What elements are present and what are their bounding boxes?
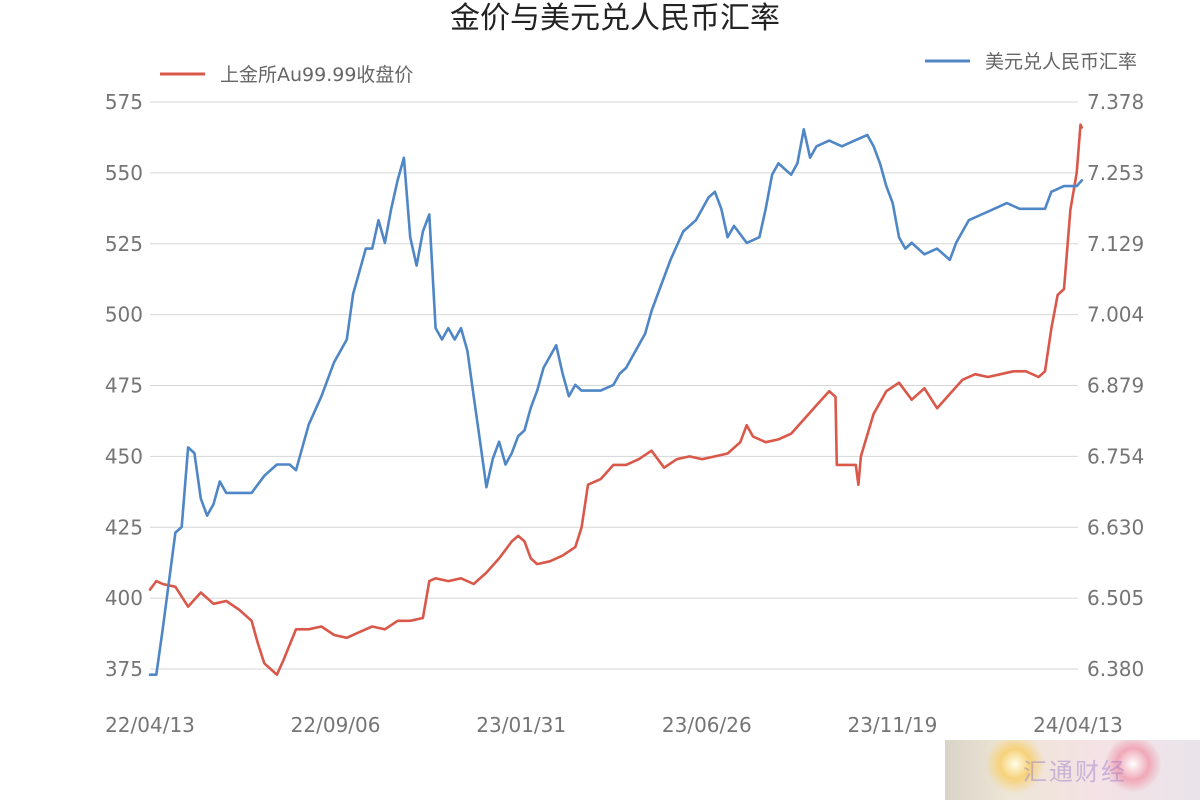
right-tick-label: 6.630: [1087, 515, 1144, 539]
x-axis: 22/04/13 22/09/06 23/01/31 23/06/26 23/11/19…: [105, 713, 1123, 737]
x-tick-label: 23/01/31: [476, 713, 566, 737]
x-tick-label: 22/09/06: [291, 713, 381, 737]
right-tick-label: 6.380: [1087, 657, 1144, 681]
legend-label-usdcny: 美元兑人民币汇率: [985, 51, 1137, 73]
watermark-glow-icon: [1105, 740, 1161, 792]
left-axis: 375 400 425 450 475 500 525 550 575: [105, 90, 143, 681]
left-tick-label: 475: [105, 374, 143, 398]
right-tick-label: 7.129: [1087, 232, 1144, 256]
right-tick-label: 6.754: [1087, 444, 1144, 468]
watermark: 汇通财经: [945, 740, 1200, 800]
watermark-text: 汇通财经: [1023, 758, 1127, 786]
left-tick-label: 525: [105, 232, 143, 256]
right-tick-label: 6.879: [1087, 374, 1144, 398]
right-axis: 6.380 6.505 6.630 6.754 6.879 7.004 7.129 7.253…: [1087, 90, 1144, 681]
left-tick-label: 550: [105, 161, 143, 185]
left-tick-label: 425: [105, 515, 143, 539]
left-tick-label: 450: [105, 444, 143, 468]
x-tick-label: 23/06/26: [662, 713, 752, 737]
x-tick-label: 22/04/13: [105, 713, 195, 737]
x-tick-label: 24/04/13: [1033, 713, 1123, 737]
watermark-glow-icon: [985, 740, 1045, 794]
left-tick-label: 500: [105, 303, 143, 327]
left-tick-label: 375: [105, 657, 143, 681]
x-tick-label: 23/11/19: [847, 713, 937, 737]
series-line-gold: [148, 123, 1084, 676]
left-tick-label: 400: [105, 586, 143, 610]
left-tick-label: 575: [105, 90, 143, 114]
series-layer: [148, 123, 1084, 676]
legend: 上金所Au99.99收盘价 美元兑人民币汇率: [160, 51, 1137, 86]
legend-label-gold: 上金所Au99.99收盘价: [220, 64, 413, 86]
series-line-usdcny: [148, 128, 1084, 676]
chart-title: 金价与美元兑人民币汇率: [450, 1, 780, 36]
right-tick-label: 6.505: [1087, 586, 1144, 610]
right-tick-label: 7.253: [1087, 161, 1144, 185]
right-tick-label: 7.004: [1087, 303, 1144, 327]
right-tick-label: 7.378: [1087, 90, 1144, 114]
